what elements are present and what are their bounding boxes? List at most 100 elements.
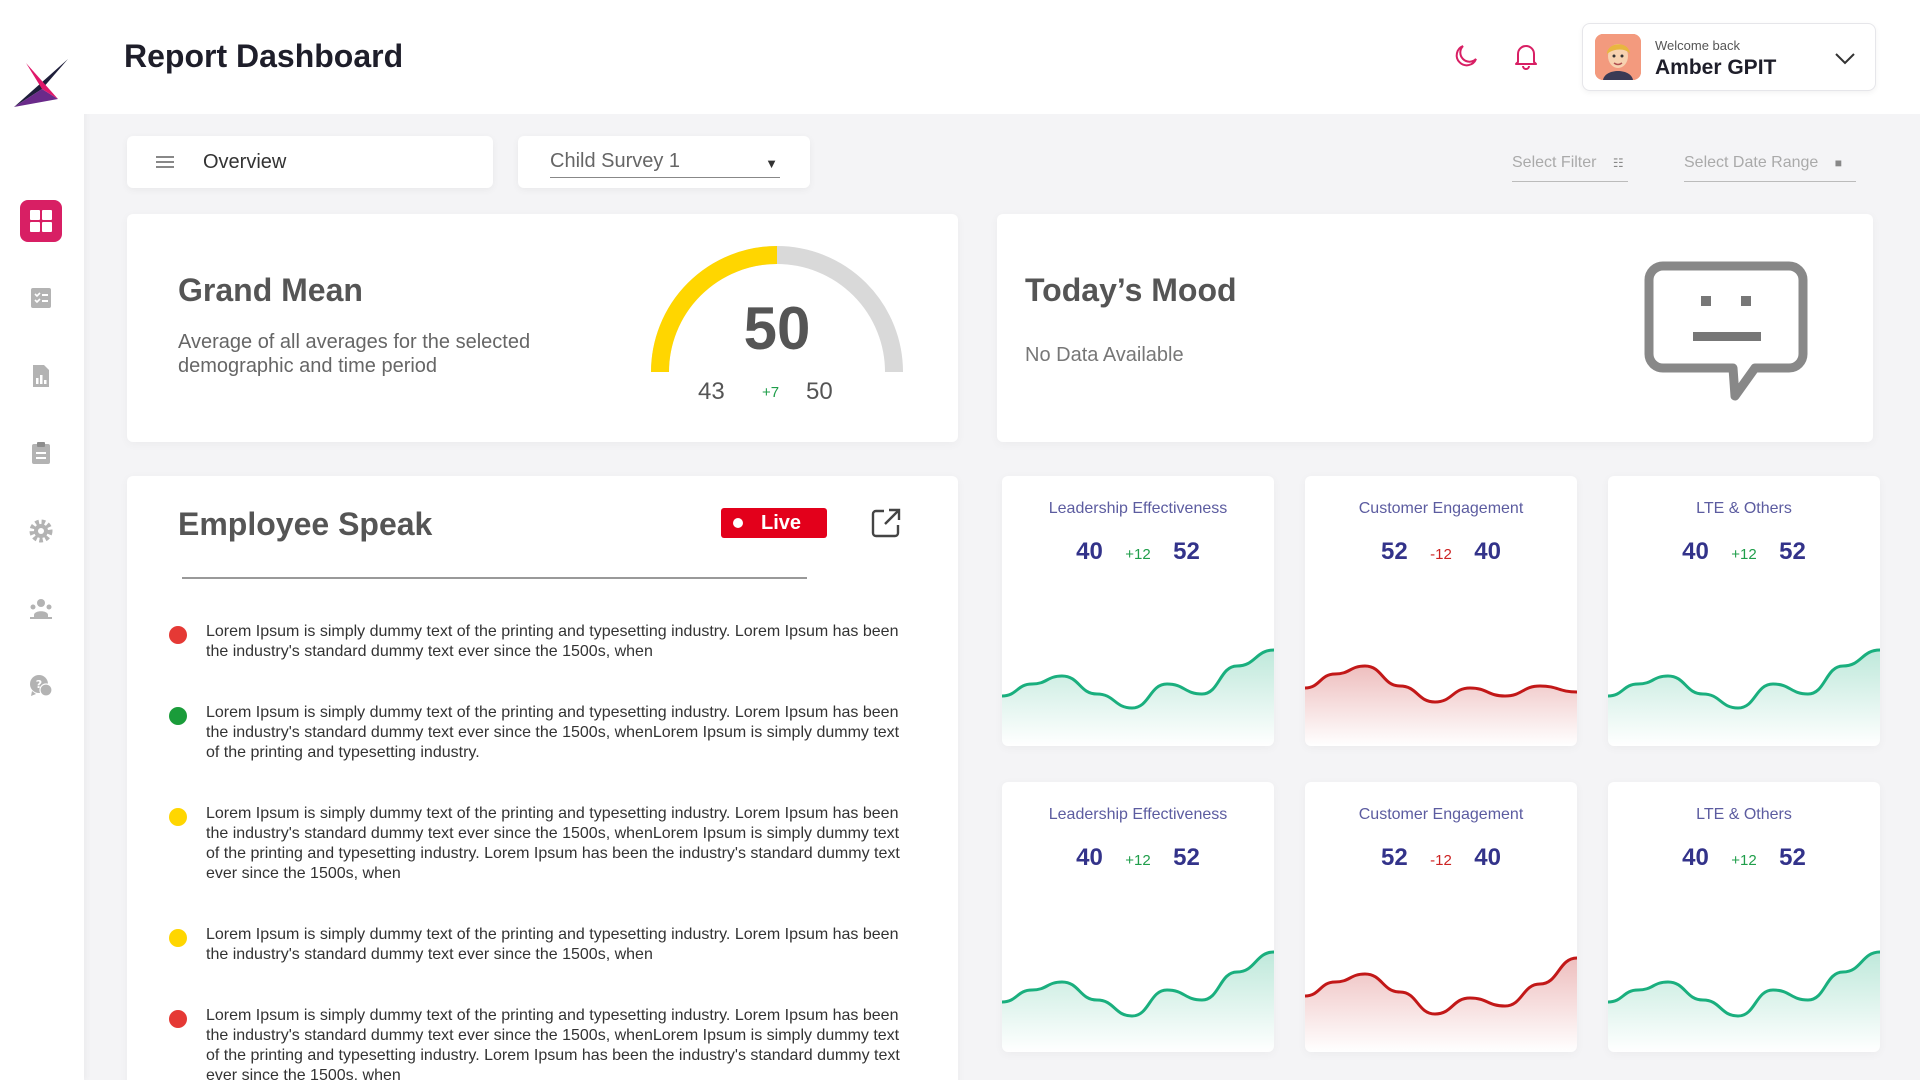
metric-card[interactable]: LTE & Others 40 +12 52	[1608, 476, 1880, 746]
metric-card[interactable]: Customer Engagement 52 -12 40	[1305, 476, 1577, 746]
team-icon	[30, 599, 52, 619]
metric-current: 52	[1779, 844, 1806, 871]
sidebar-item-clipboard[interactable]	[20, 432, 62, 474]
calendar-icon: ■	[1834, 156, 1843, 170]
dropdown-arrow-icon: ▼	[765, 156, 778, 171]
select-filter[interactable]: Select Filter ☷	[1512, 154, 1628, 182]
svg-text:?: ?	[36, 678, 42, 691]
live-dot-icon	[733, 518, 743, 528]
employee-speak-divider	[182, 577, 807, 579]
metric-previous: 40	[1682, 538, 1709, 565]
metric-delta: -12	[1430, 546, 1452, 563]
page-title: Report Dashboard	[124, 38, 404, 74]
metric-delta: -12	[1430, 852, 1452, 869]
metric-card[interactable]: Leadership Effectiveness 40 +12 52	[1002, 782, 1274, 1052]
external-link-icon[interactable]	[869, 506, 903, 540]
metric-values: 52 -12 40	[1305, 844, 1577, 872]
employee-speak-title: Employee Speak	[178, 506, 433, 542]
metric-previous: 52	[1381, 844, 1408, 871]
metric-current: 52	[1779, 538, 1806, 565]
live-badge[interactable]: Live	[721, 508, 827, 538]
overview-label: Overview	[203, 151, 287, 173]
sidebar: ?	[0, 0, 84, 1080]
hamburger-menu-icon	[156, 156, 174, 168]
sentiment-dot	[169, 808, 187, 826]
metric-current: 52	[1173, 844, 1200, 871]
trend-area	[1305, 958, 1577, 1052]
sidebar-item-support[interactable]: ?	[20, 665, 62, 707]
grand-mean-value: 50	[743, 295, 811, 362]
overview-menu[interactable]: Overview	[127, 136, 493, 188]
filter-icon: ☷	[1612, 156, 1624, 170]
grand-mean-previous: 43	[698, 378, 725, 405]
metric-current: 40	[1474, 538, 1501, 565]
notifications-button[interactable]	[1510, 40, 1542, 72]
brand-logo	[14, 59, 68, 107]
metric-trend-chart	[1305, 664, 1577, 746]
metric-trend-chart	[1608, 950, 1880, 1052]
metric-trend-chart	[1305, 956, 1577, 1052]
metric-values: 40 +12 52	[1002, 538, 1274, 566]
metric-previous: 40	[1076, 538, 1103, 565]
gauge-arc	[651, 246, 903, 373]
sidebar-item-dashboard[interactable]	[20, 200, 62, 242]
trend-line	[1608, 950, 1880, 1018]
sentiment-dot	[169, 707, 187, 725]
neutral-face-chat-icon	[1644, 261, 1808, 401]
sentiment-dot	[169, 626, 187, 644]
metric-trend-chart	[1002, 950, 1274, 1052]
trend-line	[1305, 664, 1577, 704]
metric-values: 40 +12 52	[1608, 844, 1880, 872]
grand-mean-description: Average of all averages for the selected…	[178, 331, 531, 377]
username: Amber GPIT	[1655, 56, 1777, 79]
dark-mode-toggle[interactable]	[1450, 40, 1482, 72]
metric-card[interactable]: Customer Engagement 52 -12 40	[1305, 782, 1577, 1052]
metric-title: Leadership Effectiveness	[1048, 806, 1228, 823]
metric-delta: +12	[1731, 852, 1757, 869]
grand-mean-current: 50	[806, 378, 833, 405]
metric-delta: +12	[1125, 852, 1151, 869]
metric-card[interactable]: LTE & Others 40 +12 52	[1608, 782, 1880, 1052]
metric-previous: 52	[1381, 538, 1408, 565]
moon-icon	[1455, 45, 1477, 67]
metric-delta: +12	[1731, 546, 1757, 563]
chat-question-icon: ?	[30, 675, 53, 697]
metric-card[interactable]: Leadership Effectiveness 40 +12 52	[1002, 476, 1274, 746]
select-filter-placeholder: Select Filter	[1512, 154, 1597, 171]
sentiment-dot	[169, 929, 187, 947]
metric-title: LTE & Others	[1696, 806, 1792, 823]
employee-speak-text: Lorem Ipsum is simply dummy text of the …	[206, 926, 899, 963]
header: Report Dashboard Welcome back Amber GPIT	[84, 0, 1920, 114]
metric-values: 52 -12 40	[1305, 538, 1577, 566]
select-date-range-placeholder: Select Date Range	[1684, 154, 1819, 171]
trend-line	[1305, 956, 1577, 1016]
sidebar-item-reports[interactable]	[20, 355, 62, 397]
survey-selector-card: Child Survey 1 ▼	[518, 136, 810, 188]
sidebar-item-team[interactable]	[20, 587, 62, 629]
metric-trend-chart	[1608, 648, 1880, 746]
employee-speak-text: Lorem Ipsum is simply dummy text of the …	[206, 1007, 900, 1080]
checklist-icon	[31, 288, 51, 308]
trend-area	[1002, 650, 1274, 746]
user-menu[interactable]: Welcome back Amber GPIT	[1582, 23, 1876, 91]
todays-mood-title: Today’s Mood	[1025, 272, 1237, 308]
metric-title: LTE & Others	[1696, 500, 1792, 517]
sidebar-item-checklist[interactable]	[20, 277, 62, 319]
metric-previous: 40	[1682, 844, 1709, 871]
sidebar-item-settings[interactable]	[20, 510, 62, 552]
trend-area	[1608, 952, 1880, 1052]
employee-speak-text: Lorem Ipsum is simply dummy text of the …	[206, 805, 900, 882]
employee-speak-text: Lorem Ipsum is simply dummy text of the …	[206, 623, 899, 660]
chevron-down-icon	[1835, 53, 1855, 65]
grand-mean-gauge: 50 43 +7 50	[642, 244, 912, 405]
grand-mean-change: +7	[762, 384, 780, 401]
sentiment-dot	[169, 1010, 187, 1028]
clipboard-icon	[32, 442, 50, 464]
metric-current: 40	[1474, 844, 1501, 871]
survey-select[interactable]: Child Survey 1 ▼	[550, 148, 780, 178]
select-date-range[interactable]: Select Date Range ■	[1684, 154, 1856, 182]
todays-mood-status: No Data Available	[1025, 344, 1184, 366]
live-label: Live	[761, 512, 802, 534]
todays-mood-card: Today’s Mood No Data Available	[997, 214, 1873, 442]
survey-select-value: Child Survey 1	[550, 150, 681, 172]
